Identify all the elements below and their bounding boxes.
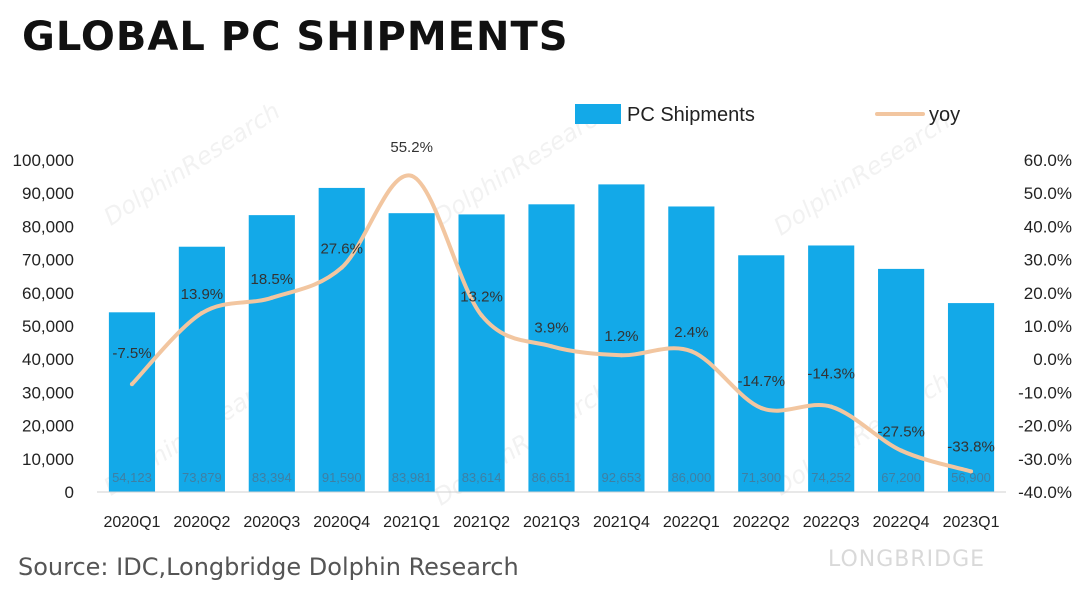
x-tick-label: 2023Q1 — [943, 514, 1000, 531]
x-tick-label: 2020Q3 — [243, 514, 300, 531]
y-left-tick-label: 60,000 — [22, 284, 74, 303]
y-right-tick-label: 0.0% — [1033, 350, 1072, 369]
y-right-tick-label: 10.0% — [1024, 317, 1072, 336]
yoy-value-label: 13.2% — [460, 288, 503, 305]
bar-2021Q4 — [598, 184, 645, 493]
legend-label-pc-shipments: PC Shipments — [627, 104, 755, 126]
y-left-tick-label: 30,000 — [22, 383, 74, 402]
yoy-point-2020Q3 — [269, 295, 274, 300]
bars-layer — [108, 184, 995, 493]
bar-value-label: 83,981 — [392, 470, 432, 485]
bar-value-label: 86,651 — [532, 470, 572, 485]
bar-value-label: 83,394 — [252, 470, 292, 485]
bar-2020Q2 — [178, 246, 225, 492]
brand-watermark: LONGBRIDGE — [828, 547, 986, 572]
data-labels-layer: 54,123 73,879 83,394 91,590 83,981 83,614 86,6… — [112, 139, 995, 485]
x-tick-label: 2021Q4 — [593, 514, 650, 531]
bar-value-label: 92,653 — [602, 470, 642, 485]
y-left-tick-label: 10,000 — [22, 450, 74, 469]
bar-2022Q2 — [738, 255, 785, 492]
y-left-tick-label: 0 — [65, 483, 74, 502]
x-tick-label: 2022Q3 — [803, 514, 860, 531]
y-left-tick-label: 80,000 — [22, 217, 74, 236]
legend-swatch-pc-shipments — [575, 104, 621, 124]
y-right-tick-label: -30.0% — [1018, 450, 1072, 469]
bar-2023Q1 — [947, 303, 995, 492]
bar-2020Q3 — [248, 215, 295, 492]
x-tick-label: 2022Q4 — [873, 514, 930, 531]
yoy-value-label: -7.5% — [112, 345, 151, 362]
x-tick-label: 2020Q4 — [313, 514, 370, 531]
y-left-tick-label: 20,000 — [22, 417, 74, 436]
yoy-point-2021Q4 — [619, 353, 624, 358]
yoy-point-2020Q1 — [129, 382, 134, 387]
x-tick-label: 2021Q2 — [453, 514, 510, 531]
yoy-value-label: 2.4% — [674, 324, 708, 341]
yoy-value-label: -33.8% — [947, 438, 995, 455]
yoy-point-2022Q3 — [829, 404, 834, 409]
bar-value-label: 86,000 — [671, 470, 711, 485]
yoy-value-label: 13.9% — [181, 286, 224, 303]
y-left-tick-label: 70,000 — [22, 251, 74, 270]
axes-layer: 0 10,000 20,000 30,000 40,000 50,000 60,000 70,… — [13, 151, 1072, 531]
y-right-tick-label: 20.0% — [1024, 284, 1072, 303]
bar-2022Q3 — [808, 245, 855, 492]
bar-value-label: 83,614 — [462, 470, 502, 485]
x-tick-label: 2021Q3 — [523, 514, 580, 531]
bar-value-label: 67,200 — [881, 470, 921, 485]
y-left-tick-label: 40,000 — [22, 350, 74, 369]
legend: PC Shipments yoy — [575, 104, 960, 126]
yoy-value-label: -14.7% — [738, 373, 786, 390]
y-right-tick-label: -10.0% — [1018, 383, 1072, 402]
yoy-point-2021Q3 — [549, 344, 554, 349]
x-tick-label: 2022Q2 — [733, 514, 790, 531]
bar-2020Q1 — [108, 312, 156, 492]
yoy-point-2023Q1 — [969, 469, 974, 474]
bar-2020Q4 — [318, 187, 365, 492]
y-right-tick-label: 40.0% — [1024, 217, 1072, 236]
bar-value-label: 54,123 — [112, 470, 152, 485]
bar-value-label: 56,900 — [951, 470, 991, 485]
chart-title: GLOBAL PC SHIPMENTS — [22, 14, 569, 60]
bar-value-label: 71,300 — [741, 470, 781, 485]
y-left-tick-label: 50,000 — [22, 317, 74, 336]
yoy-value-label: 1.2% — [604, 328, 638, 345]
yoy-value-label: 3.9% — [534, 319, 568, 336]
yoy-point-2022Q4 — [899, 448, 904, 453]
y-right-tick-label: 50.0% — [1024, 184, 1072, 203]
y-right-tick-label: 60.0% — [1024, 151, 1072, 170]
x-tick-label: 2020Q2 — [173, 514, 230, 531]
yoy-value-label: -27.5% — [877, 424, 925, 441]
y-right-tick-label: 30.0% — [1024, 251, 1072, 270]
x-tick-label: 2022Q1 — [663, 514, 720, 531]
x-tick-label: 2020Q1 — [103, 514, 160, 531]
yoy-value-label: 18.5% — [251, 271, 294, 288]
bar-value-label: 74,252 — [811, 470, 851, 485]
yoy-value-label: 55.2% — [390, 139, 433, 156]
bar-value-label: 73,879 — [182, 470, 222, 485]
yoy-point-2022Q1 — [689, 349, 694, 354]
bar-value-label: 91,590 — [322, 470, 362, 485]
bar-2021Q1 — [388, 213, 435, 492]
yoy-line-layer — [129, 173, 974, 474]
source-note: Source: IDC,Longbridge Dolphin Research — [18, 553, 519, 581]
yoy-value-label: 27.6% — [320, 241, 363, 258]
y-left-tick-label: 100,000 — [13, 151, 74, 170]
yoy-point-2020Q4 — [339, 265, 344, 270]
yoy-value-label: -14.3% — [807, 366, 855, 383]
y-left-tick-label: 90,000 — [22, 184, 74, 203]
legend-label-yoy: yoy — [929, 104, 960, 126]
y-right-tick-label: -20.0% — [1018, 417, 1072, 436]
y-right-tick-label: -40.0% — [1018, 483, 1072, 502]
yoy-point-2022Q2 — [759, 406, 764, 411]
bar-2021Q2 — [458, 214, 505, 492]
yoy-point-2020Q2 — [199, 311, 204, 316]
yoy-point-2021Q1 — [409, 173, 414, 178]
x-tick-label: 2021Q1 — [383, 514, 440, 531]
yoy-point-2021Q2 — [479, 313, 484, 318]
